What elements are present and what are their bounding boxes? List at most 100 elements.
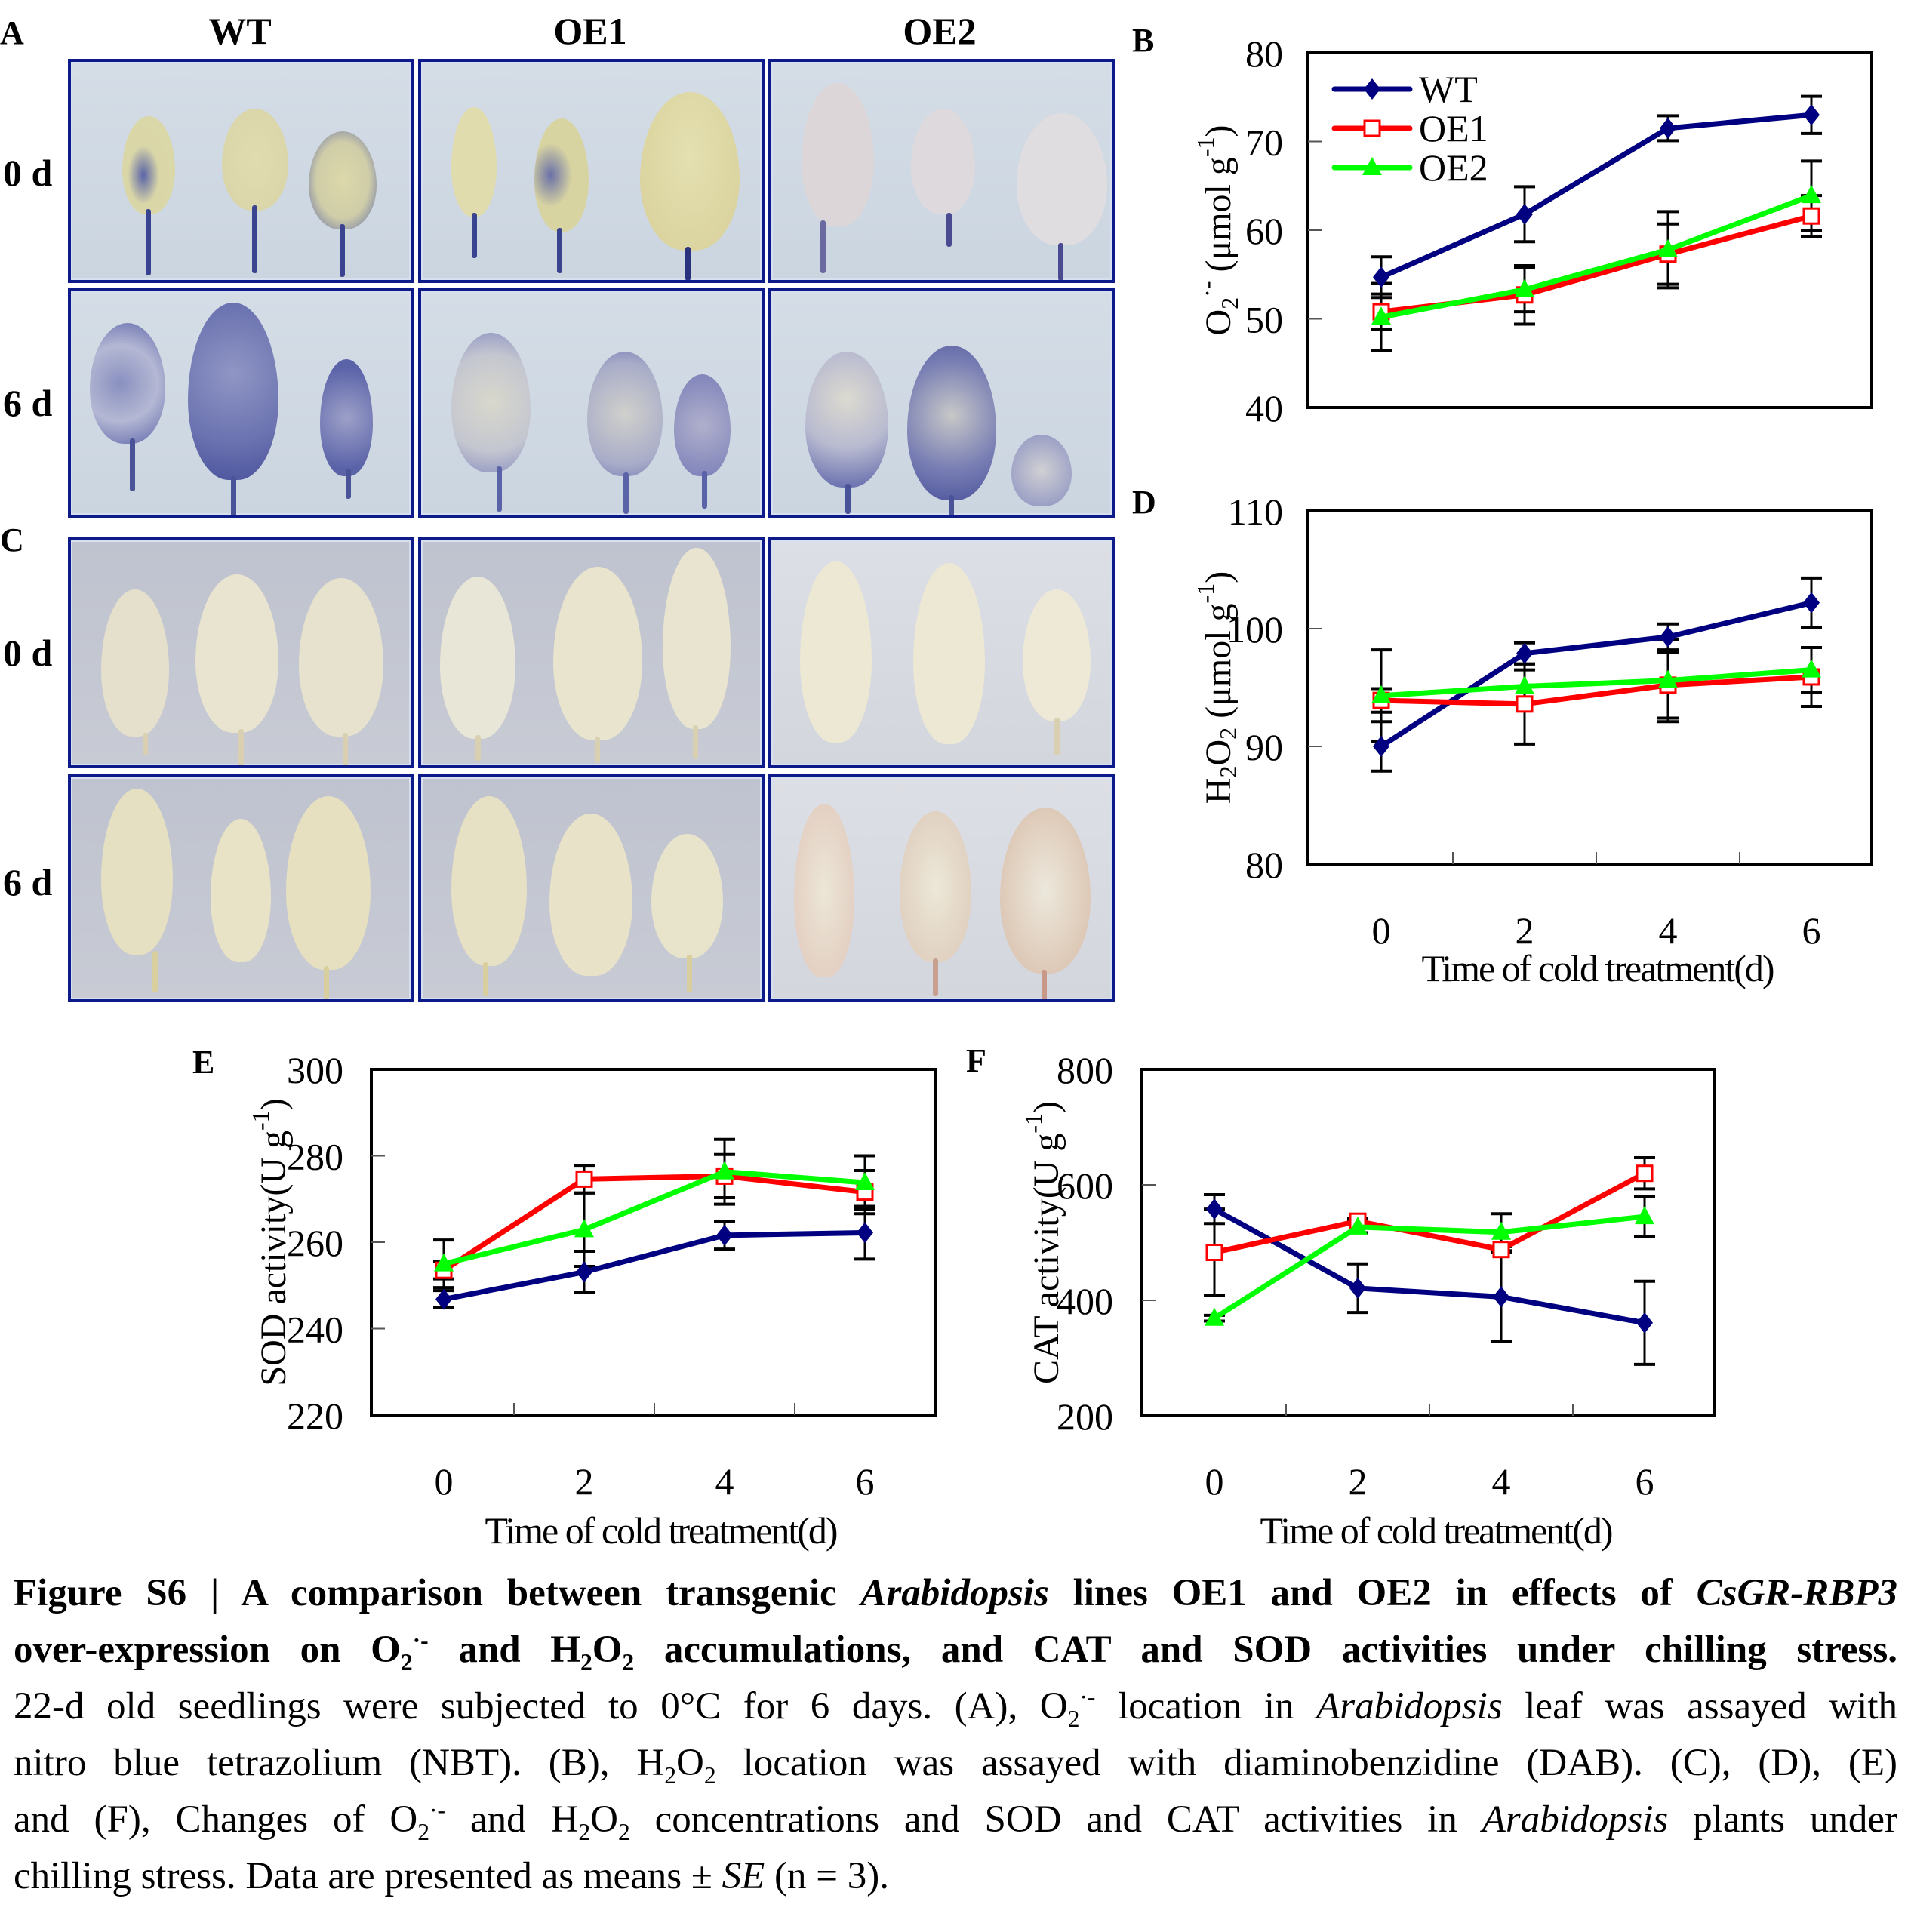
chart-b-y-axis-title: O2·- (μmol g-1) <box>1192 125 1243 335</box>
chart-f-y-tick-label: 600 <box>1057 1164 1113 1207</box>
column-label-oe2: OE2 <box>903 10 977 52</box>
chart-e-point-oe2 <box>574 1219 594 1238</box>
chart-e-point-oe1 <box>575 1170 593 1188</box>
caption-text: O <box>676 1742 704 1784</box>
chart-b-y-tick-label: 40 <box>1245 387 1283 429</box>
caption-text: nitro blue tetrazolium (NBT). (B), H <box>14 1742 665 1784</box>
chart-b-point-wt <box>1516 203 1533 225</box>
chart-b-point-wt <box>1803 104 1820 126</box>
chart-e-point-oe2 <box>855 1171 875 1190</box>
chart-f-point-oe1 <box>1492 1241 1510 1259</box>
chart-d-line-oe2 <box>1380 667 1812 699</box>
chart-f-y-tick-label: 400 <box>1057 1280 1113 1322</box>
chart-d-point-oe2 <box>1658 669 1678 688</box>
figure-caption: Figure S6 | A comparison between transge… <box>14 1565 1897 1905</box>
chart-b-y-tick-label: 50 <box>1245 299 1283 341</box>
chart-f-x-tick-label: 6 <box>1636 1460 1654 1503</box>
photo-c-oe1-6d <box>418 774 765 1002</box>
chart-b-line-oe2 <box>1380 192 1813 320</box>
chart-e-point-wt <box>857 1222 873 1244</box>
photo-a-wt-0d <box>68 59 414 283</box>
caption-text: A comparison between transgenic <box>241 1572 861 1614</box>
chart-f-point-oe2 <box>1205 1307 1224 1326</box>
photo-c-wt-0d <box>68 537 414 768</box>
chart-f-point-wt <box>1493 1286 1509 1308</box>
chart-d-point-wt <box>1660 626 1676 648</box>
chart-d-point-oe1 <box>1516 695 1534 713</box>
chart-d-x-tick-label: 2 <box>1516 909 1534 952</box>
chart-e-line-oe2 <box>443 1169 866 1267</box>
chart-e-x-axis-title: Time of cold treatment(d) <box>485 1509 836 1552</box>
caption-text: accumulations, and CAT and SOD activitie… <box>634 1629 1897 1671</box>
chart-f-point-oe2 <box>1635 1206 1654 1225</box>
caption-line-6: chilling stress. Data are presented as m… <box>14 1848 1897 1905</box>
caption-text: lines OE1 and OE2 in effects of <box>1048 1572 1697 1614</box>
panel-letter-a: A <box>0 14 24 51</box>
caption-sub: 2 <box>1067 1706 1080 1733</box>
chart-b-legend-marker-wt <box>1364 78 1380 100</box>
chart-e-sod-activity: 220 240 260 280 300 0 2 4 6 Time of cold treatmen… <box>247 1049 937 1552</box>
chart-f-point-oe2 <box>1491 1221 1511 1240</box>
caption-sub: 2 <box>400 1649 413 1676</box>
chart-f-plot-frame <box>1140 1068 1716 1417</box>
chart-b-point-oe1 <box>1802 207 1820 225</box>
chart-b-legend-label-oe2: OE2 <box>1419 146 1488 189</box>
caption-text: 22-d old seedlings were subjected to 0°C… <box>14 1685 1068 1727</box>
chart-e-x-tick-label: 6 <box>856 1460 875 1503</box>
chart-f-line-oe2 <box>1213 1214 1645 1321</box>
chart-d-x-axis-title: Time of cold treatment(d) <box>1421 947 1773 989</box>
chart-f-point-wt <box>1636 1312 1653 1334</box>
chart-b-legend-label-wt: WT <box>1419 68 1478 110</box>
photo-a-oe2-0d <box>768 59 1115 283</box>
chart-f-point-oe1 <box>1205 1244 1223 1262</box>
chart-e-x-tick-label: 4 <box>715 1460 734 1503</box>
caption-text: and H <box>428 1629 580 1671</box>
caption-italic-species: Arabidopsis <box>1316 1685 1503 1727</box>
chart-f-line-oe1 <box>1214 1171 1646 1255</box>
row-label-a-0d: 0 d <box>3 152 53 194</box>
caption-text: plants under <box>1668 1798 1897 1841</box>
chart-d-point-oe2 <box>1802 659 1821 678</box>
caption-figure-label: Figure S6 | <box>14 1572 242 1614</box>
chart-d-y-tick-label: 110 <box>1228 491 1283 533</box>
chart-f-y-axis-title: CAT activity(U g-1) <box>1020 1101 1066 1384</box>
caption-sub: 2 <box>617 1819 630 1846</box>
caption-sub: 2 <box>622 1649 635 1676</box>
caption-line-3: 22-d old seedlings were subjected to 0°C… <box>14 1678 1897 1735</box>
chart-f-x-tick-label: 2 <box>1349 1460 1368 1503</box>
caption-line-2: over-expression on O2·- and H2O2 accumul… <box>14 1622 1897 1678</box>
chart-f-line-wt <box>1213 1207 1645 1326</box>
row-label-a-6d: 6 d <box>3 382 53 424</box>
chart-f-x-axis-title: Time of cold treatment(d) <box>1260 1509 1611 1552</box>
chart-e-plot-frame <box>370 1068 937 1417</box>
chart-b-y-tick-label: 70 <box>1245 122 1283 164</box>
panel-letter-e: E <box>192 1044 215 1081</box>
chart-e-point-oe2 <box>715 1161 734 1180</box>
chart-e-y-tick-label: 300 <box>287 1049 343 1091</box>
chart-e-x-tick-label: 2 <box>575 1460 594 1503</box>
chart-f-point-wt <box>1206 1198 1223 1220</box>
photo-a-wt-6d <box>68 288 414 518</box>
chart-f-x-tick-label: 4 <box>1492 1460 1511 1503</box>
caption-sub: 2 <box>578 1819 591 1846</box>
caption-sub: 2 <box>417 1819 430 1846</box>
caption-sub: 2 <box>580 1649 592 1676</box>
caption-line-4: nitro blue tetrazolium (NBT). (B), H2O2 … <box>14 1735 1897 1792</box>
caption-text: over-expression on O <box>14 1629 401 1671</box>
photo-a-oe2-6d <box>768 288 1115 518</box>
chart-b-point-oe2 <box>1371 306 1391 325</box>
chart-e-y-tick-label: 280 <box>287 1136 343 1178</box>
chart-d-line-oe1 <box>1380 674 1812 707</box>
caption-italic-se: SE <box>722 1855 765 1897</box>
chart-b-line-wt <box>1380 112 1812 280</box>
panel-letter-b: B <box>1132 22 1155 59</box>
caption-text: O <box>590 1798 618 1841</box>
caption-text: and H <box>445 1798 579 1841</box>
caption-italic-gene: CsGR-RBP3 <box>1696 1572 1897 1614</box>
chart-e-y-tick-label: 220 <box>287 1395 343 1437</box>
chart-d-x-tick-label: 4 <box>1659 909 1678 952</box>
chart-d-plot-frame <box>1306 509 1873 866</box>
chart-e-point-wt <box>576 1261 592 1283</box>
